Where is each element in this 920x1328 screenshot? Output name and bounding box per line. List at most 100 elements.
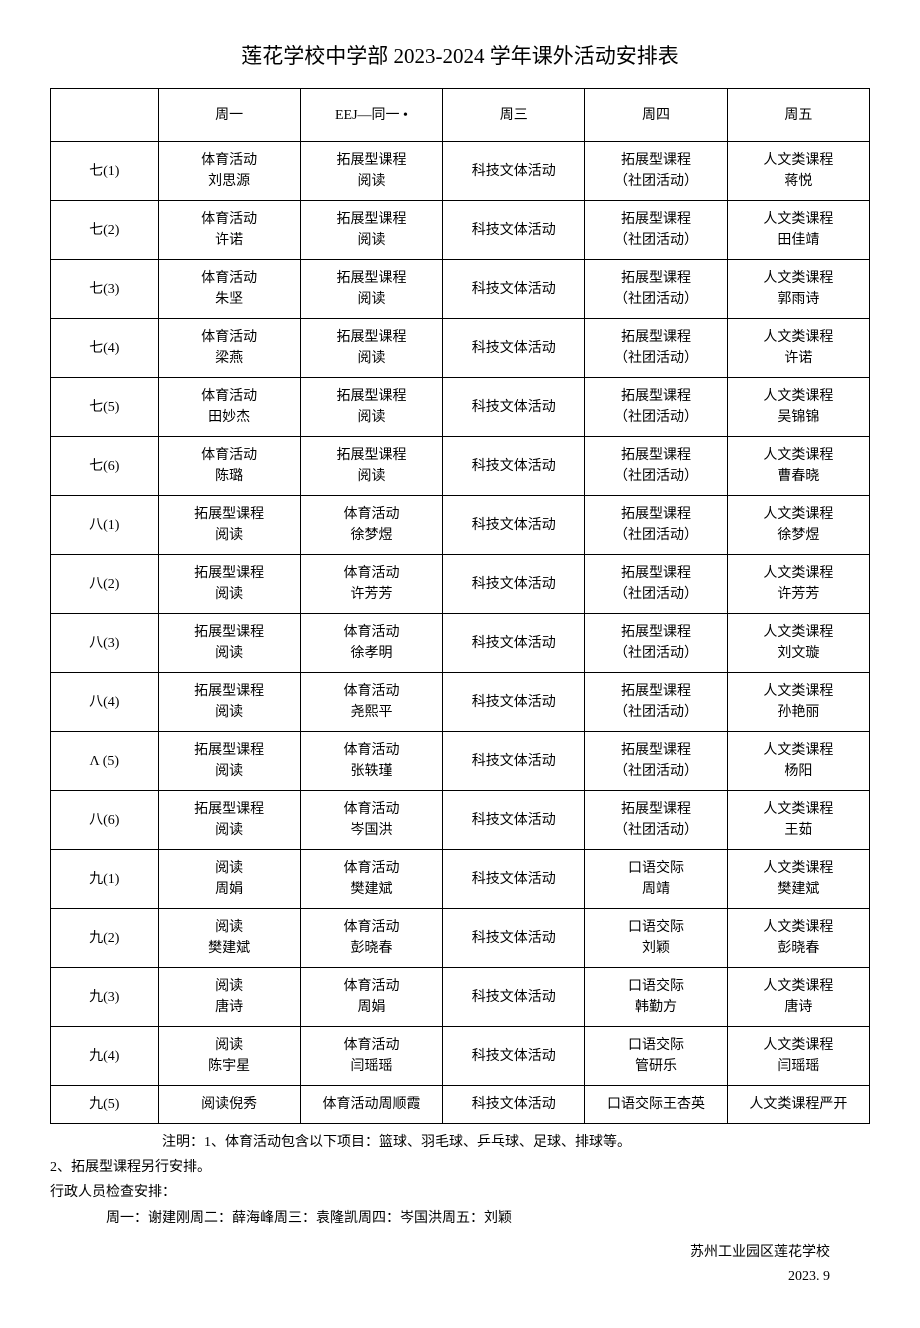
class-cell: 九(5) (51, 1086, 159, 1124)
schedule-cell: 体育活动尧熙平 (300, 673, 442, 732)
schedule-cell: 体育活动彭晓春 (300, 909, 442, 968)
schedule-cell: 体育活动梁燕 (158, 319, 300, 378)
table-row: 九(2)阅读樊建斌体育活动彭晓春科技文体活动口语交际刘颖人文类课程彭晓春 (51, 909, 870, 968)
schedule-cell: 人文类课程许诺 (727, 319, 869, 378)
note-line-1: 注明：1、体育活动包含以下项目：篮球、羽毛球、乒乓球、足球、排球等。 (50, 1130, 870, 1155)
schedule-cell: 拓展型课程阅读 (300, 142, 442, 201)
schedule-cell: 体育活动岑国洪 (300, 791, 442, 850)
schedule-cell: 拓展型课程（社团活动） (585, 142, 727, 201)
table-row: 七(6)体育活动陈璐拓展型课程阅读科技文体活动拓展型课程（社团活动）人文类课程曹… (51, 437, 870, 496)
schedule-cell: 口语交际王杏英 (585, 1086, 727, 1124)
class-cell: 七(3) (51, 260, 159, 319)
schedule-cell: 体育活动徐梦煜 (300, 496, 442, 555)
schedule-cell: 体育活动许芳芳 (300, 555, 442, 614)
schedule-cell: 拓展型课程阅读 (300, 260, 442, 319)
schedule-cell: 科技文体活动 (443, 909, 585, 968)
class-cell: 七(4) (51, 319, 159, 378)
header-thu: 周四 (585, 89, 727, 142)
schedule-cell: 人文类课程曹春晓 (727, 437, 869, 496)
schedule-cell: 拓展型课程阅读 (300, 437, 442, 496)
class-cell: 九(3) (51, 968, 159, 1027)
schedule-cell: 人文类课程杨阳 (727, 732, 869, 791)
table-row: 八(2)拓展型课程阅读体育活动许芳芳科技文体活动拓展型课程（社团活动）人文类课程… (51, 555, 870, 614)
schedule-cell: 体育活动闫瑶瑶 (300, 1027, 442, 1086)
note-line-2: 2、拓展型课程另行安排。 (50, 1155, 870, 1180)
table-row: 九(3)阅读唐诗体育活动周娟科技文体活动口语交际韩勤方人文类课程唐诗 (51, 968, 870, 1027)
table-row: 九(4)阅读陈宇星体育活动闫瑶瑶科技文体活动口语交际管研乐人文类课程闫瑶瑶 (51, 1027, 870, 1086)
schedule-cell: 人文类课程吴锦锦 (727, 378, 869, 437)
schedule-cell: 体育活动田妙杰 (158, 378, 300, 437)
schedule-cell: 体育活动张轶瑾 (300, 732, 442, 791)
header-tue: EEJ—同一 • (300, 89, 442, 142)
schedule-cell: 阅读倪秀 (158, 1086, 300, 1124)
schedule-cell: 阅读周娟 (158, 850, 300, 909)
schedule-cell: 人文类课程闫瑶瑶 (727, 1027, 869, 1086)
schedule-cell: 人文类课程王茹 (727, 791, 869, 850)
footer-date: 2023. 9 (50, 1265, 830, 1289)
schedule-cell: 科技文体活动 (443, 673, 585, 732)
schedule-cell: 体育活动周顺霞 (300, 1086, 442, 1124)
schedule-cell: 科技文体活动 (443, 201, 585, 260)
schedule-cell: 拓展型课程阅读 (158, 555, 300, 614)
schedule-cell: 人文类课程徐梦煜 (727, 496, 869, 555)
header-blank (51, 89, 159, 142)
notes-block: 注明：1、体育活动包含以下项目：篮球、羽毛球、乒乓球、足球、排球等。 2、拓展型… (50, 1130, 870, 1231)
schedule-cell: 拓展型课程（社团活动） (585, 496, 727, 555)
schedule-cell: 科技文体活动 (443, 850, 585, 909)
page-title: 莲花学校中学部 2023-2024 学年课外活动安排表 (50, 40, 870, 70)
schedule-cell: 阅读陈宇星 (158, 1027, 300, 1086)
schedule-cell: 拓展型课程（社团活动） (585, 732, 727, 791)
table-row: 八(3)拓展型课程阅读体育活动徐孝明科技文体活动拓展型课程（社团活动）人文类课程… (51, 614, 870, 673)
schedule-cell: 体育活动刘思源 (158, 142, 300, 201)
schedule-cell: 拓展型课程（社团活动） (585, 791, 727, 850)
schedule-cell: 人文类课程刘文璇 (727, 614, 869, 673)
footer-org: 苏州工业园区莲花学校 (50, 1241, 830, 1265)
schedule-cell: 科技文体活动 (443, 1027, 585, 1086)
schedule-cell: 口语交际周靖 (585, 850, 727, 909)
schedule-cell: 科技文体活动 (443, 555, 585, 614)
schedule-cell: 拓展型课程（社团活动） (585, 260, 727, 319)
schedule-cell: 拓展型课程阅读 (158, 673, 300, 732)
table-row: 八(6)拓展型课程阅读体育活动岑国洪科技文体活动拓展型课程（社团活动）人文类课程… (51, 791, 870, 850)
schedule-cell: 人文类课程彭晓春 (727, 909, 869, 968)
header-mon: 周一 (158, 89, 300, 142)
schedule-cell: 人文类课程严开 (727, 1086, 869, 1124)
class-cell: 九(2) (51, 909, 159, 968)
header-fri: 周五 (727, 89, 869, 142)
schedule-cell: 拓展型课程阅读 (300, 319, 442, 378)
schedule-cell: 人文类课程许芳芳 (727, 555, 869, 614)
schedule-cell: 阅读樊建斌 (158, 909, 300, 968)
schedule-cell: 拓展型课程阅读 (158, 496, 300, 555)
class-cell: 八(2) (51, 555, 159, 614)
schedule-cell: 拓展型课程阅读 (300, 201, 442, 260)
schedule-cell: 拓展型课程（社团活动） (585, 437, 727, 496)
schedule-cell: 口语交际管研乐 (585, 1027, 727, 1086)
schedule-cell: 体育活动陈璐 (158, 437, 300, 496)
table-row: 七(1)体育活动刘思源拓展型课程阅读科技文体活动拓展型课程（社团活动）人文类课程… (51, 142, 870, 201)
schedule-cell: 拓展型课程阅读 (158, 791, 300, 850)
table-row: 七(5)体育活动田妙杰拓展型课程阅读科技文体活动拓展型课程（社团活动）人文类课程… (51, 378, 870, 437)
class-cell: 七(6) (51, 437, 159, 496)
class-cell: 七(5) (51, 378, 159, 437)
class-cell: 七(2) (51, 201, 159, 260)
table-row: 八(4)拓展型课程阅读体育活动尧熙平科技文体活动拓展型课程（社团活动）人文类课程… (51, 673, 870, 732)
schedule-cell: 拓展型课程（社团活动） (585, 555, 727, 614)
header-wed: 周三 (443, 89, 585, 142)
table-row: 九(1)阅读周娟体育活动樊建斌科技文体活动口语交际周靖人文类课程樊建斌 (51, 850, 870, 909)
schedule-cell: 阅读唐诗 (158, 968, 300, 1027)
schedule-cell: 科技文体活动 (443, 968, 585, 1027)
schedule-cell: 口语交际刘颖 (585, 909, 727, 968)
schedule-cell: 体育活动许诺 (158, 201, 300, 260)
schedule-cell: 拓展型课程（社团活动） (585, 673, 727, 732)
schedule-table: 周一 EEJ—同一 • 周三 周四 周五 七(1)体育活动刘思源拓展型课程阅读科… (50, 88, 870, 1124)
note-line-3: 行政人员检查安排： (50, 1180, 870, 1205)
class-cell: 八(6) (51, 791, 159, 850)
schedule-cell: 科技文体活动 (443, 614, 585, 673)
schedule-cell: 科技文体活动 (443, 1086, 585, 1124)
schedule-cell: 体育活动樊建斌 (300, 850, 442, 909)
schedule-cell: 人文类课程蒋悦 (727, 142, 869, 201)
schedule-cell: 科技文体活动 (443, 791, 585, 850)
class-cell: 七(1) (51, 142, 159, 201)
schedule-cell: 科技文体活动 (443, 260, 585, 319)
class-cell: 九(1) (51, 850, 159, 909)
